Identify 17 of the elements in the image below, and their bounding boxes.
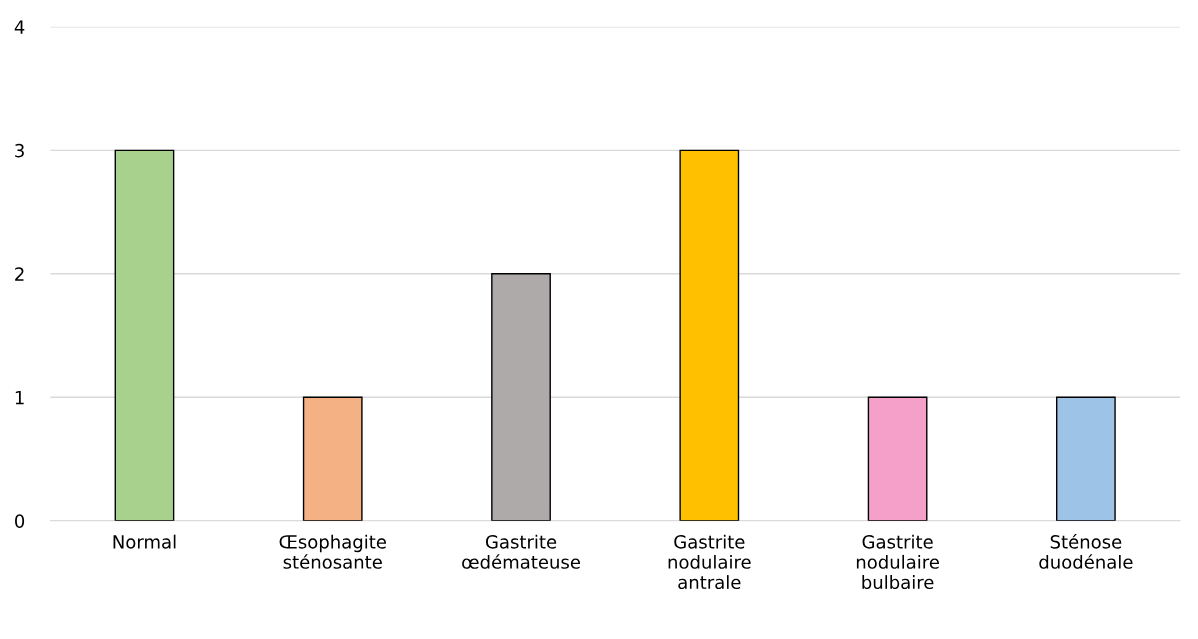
bar — [114, 149, 175, 521]
bar — [679, 149, 740, 521]
x-tick-label: Gastrite nodulaire antrale — [668, 534, 751, 590]
bar — [302, 396, 363, 521]
bar — [491, 273, 551, 521]
y-tick-label: 2 — [15, 267, 24, 281]
x-tick-label: Sténose duodénale — [1039, 533, 1133, 569]
y-tick-label: 1 — [15, 390, 24, 405]
y-tick-label: 0 — [15, 514, 25, 528]
x-tick-label: Normal — [113, 534, 176, 549]
bar — [1056, 396, 1116, 521]
x-tick-label: Gastrite nodulaire bulbaire — [856, 534, 939, 590]
x-tick-label: Gastrite œdémateuse — [462, 534, 580, 569]
y-tick-label: 3 — [15, 143, 24, 158]
bar — [867, 396, 928, 521]
y-tick-label: 4 — [14, 20, 25, 34]
x-tick-label: Œsophagite sténosante — [279, 534, 386, 569]
